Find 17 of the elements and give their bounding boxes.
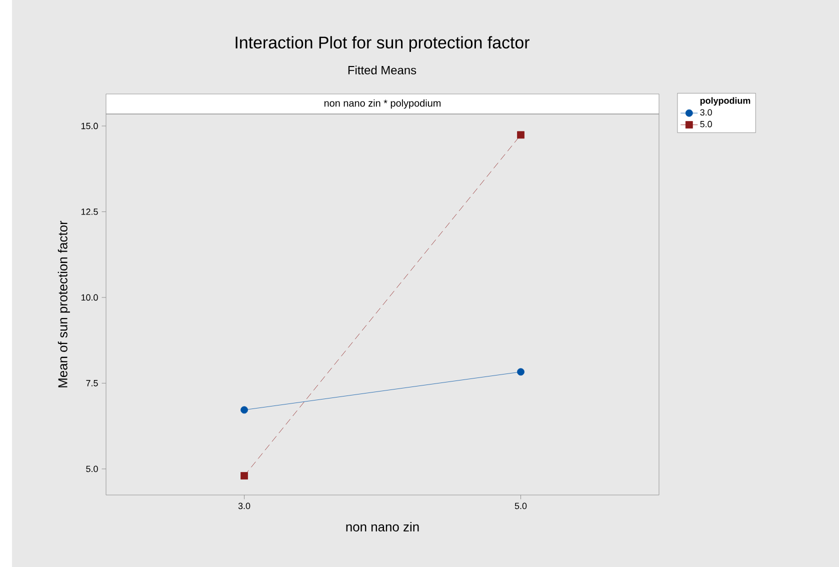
y-tick-label: 12.5 — [81, 208, 98, 215]
chart-subtitle: Fitted Means — [348, 66, 416, 74]
y-tick-label: 15.0 — [81, 122, 98, 130]
legend-label: 5.0 — [700, 120, 712, 128]
x-axis-title: non nano zin — [346, 522, 419, 532]
point — [240, 472, 248, 480]
y-tick-label: 5.0 — [86, 466, 98, 472]
text: non nano zin * polypodium — [324, 99, 441, 109]
point — [517, 131, 524, 139]
point — [240, 406, 248, 414]
y-tick-label: 7.5 — [86, 380, 98, 386]
y-tick-label: 10.0 — [81, 294, 98, 301]
y-axis-title: Mean of sun protection factor — [58, 220, 70, 388]
legend-label: 3.0 — [700, 109, 712, 116]
point — [517, 368, 524, 376]
legend-title: polypodium — [700, 97, 750, 106]
chart-title: Interaction Plot for sun protection factor — [236, 36, 530, 52]
